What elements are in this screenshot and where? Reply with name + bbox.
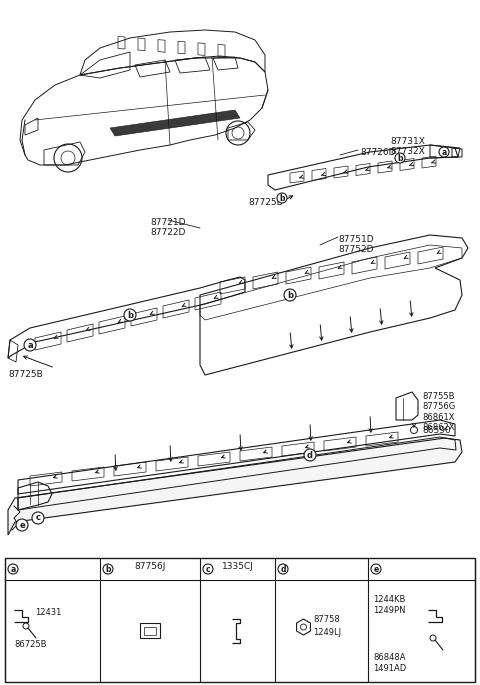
Circle shape (395, 153, 405, 163)
Text: 87755B
87756G
86861X
86862X: 87755B 87756G 86861X 86862X (422, 392, 455, 432)
Text: 87731X
87732X: 87731X 87732X (390, 137, 425, 156)
Text: d: d (307, 451, 313, 460)
Circle shape (284, 289, 296, 301)
Text: b: b (127, 310, 133, 319)
Text: 87756J: 87756J (134, 562, 166, 571)
Text: e: e (373, 564, 379, 573)
Text: 12431: 12431 (35, 608, 61, 617)
Text: 1249PN: 1249PN (373, 606, 406, 615)
Text: 87758: 87758 (313, 615, 340, 624)
Circle shape (203, 564, 213, 574)
Text: 87721D
87722D: 87721D 87722D (150, 218, 186, 238)
Text: b: b (105, 564, 111, 573)
Circle shape (278, 564, 288, 574)
Text: 87726D: 87726D (360, 148, 396, 157)
Circle shape (124, 309, 136, 321)
Text: 87725B: 87725B (8, 370, 43, 379)
Text: c: c (206, 564, 210, 573)
Circle shape (304, 449, 316, 461)
Text: c: c (36, 514, 40, 523)
Text: 86590: 86590 (422, 426, 451, 435)
Text: 87725B: 87725B (248, 198, 283, 207)
Circle shape (32, 512, 44, 524)
Polygon shape (8, 438, 462, 535)
Text: a: a (11, 564, 16, 573)
Text: 1491AD: 1491AD (373, 664, 406, 673)
Text: d: d (280, 564, 286, 573)
Text: 86848A: 86848A (373, 653, 406, 662)
Circle shape (103, 564, 113, 574)
Circle shape (24, 339, 36, 351)
Text: 1335CJ: 1335CJ (222, 562, 253, 571)
Text: e: e (19, 521, 25, 530)
Text: b: b (287, 290, 293, 299)
Text: a: a (442, 147, 446, 156)
Circle shape (277, 193, 287, 203)
Text: 87751D
87752D: 87751D 87752D (338, 235, 373, 254)
Circle shape (439, 147, 449, 157)
Text: 1249LJ: 1249LJ (313, 628, 342, 637)
Text: b: b (279, 193, 285, 203)
Text: 86725B: 86725B (14, 640, 47, 649)
Circle shape (371, 564, 381, 574)
Text: a: a (27, 340, 33, 349)
Text: 1244KB: 1244KB (373, 595, 406, 604)
Circle shape (8, 564, 18, 574)
Text: b: b (397, 153, 403, 162)
Polygon shape (110, 110, 240, 136)
Circle shape (16, 519, 28, 531)
